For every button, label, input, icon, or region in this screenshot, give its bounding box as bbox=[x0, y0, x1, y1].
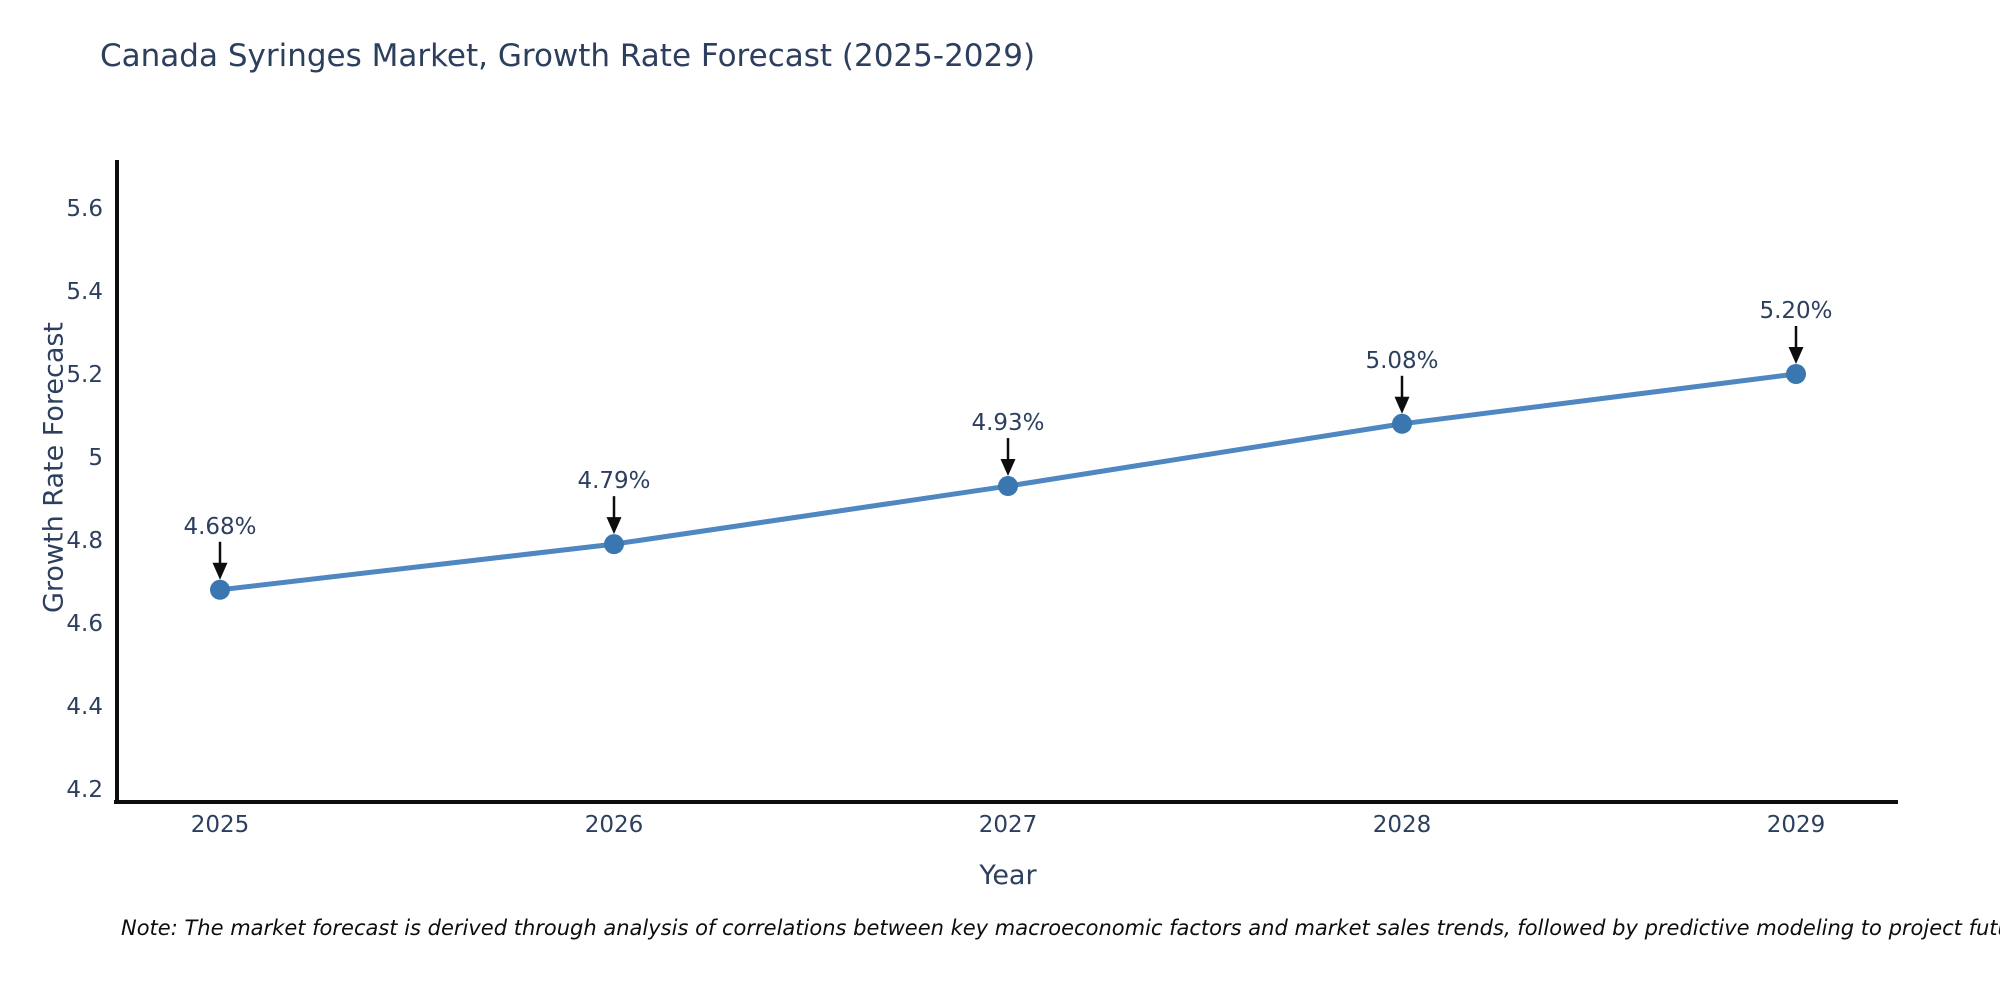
annotation-arrowhead bbox=[606, 517, 622, 535]
data-point-marker bbox=[604, 534, 624, 555]
data-point-annotation: 5.20% bbox=[1759, 298, 1832, 324]
data-point-annotation: 4.68% bbox=[183, 514, 256, 540]
annotation-arrowhead bbox=[1000, 459, 1016, 477]
x-tick-label: 2027 bbox=[979, 812, 1038, 838]
y-axis-title: Growth Rate Forecast bbox=[38, 321, 70, 614]
y-tick-label: 4.8 bbox=[66, 528, 103, 554]
y-tick-label: 4.6 bbox=[66, 611, 103, 637]
x-tick-label: 2026 bbox=[585, 812, 644, 838]
annotation-arrowhead bbox=[1394, 396, 1410, 414]
data-point-marker bbox=[1786, 364, 1806, 384]
x-tick-label: 2025 bbox=[191, 812, 250, 838]
x-tick-label: 2028 bbox=[1373, 812, 1432, 838]
data-point-marker bbox=[1392, 413, 1412, 434]
data-point-annotation: 5.08% bbox=[1365, 348, 1438, 374]
x-axis-title: Year bbox=[979, 860, 1037, 891]
y-tick-label: 5.2 bbox=[66, 362, 103, 388]
chart-title: Canada Syringes Market, Growth Rate Fore… bbox=[100, 38, 1036, 74]
x-tick-label: 2029 bbox=[1767, 812, 1826, 838]
footnote-text: Note: The market forecast is derived thr… bbox=[121, 916, 2000, 940]
data-point-marker bbox=[998, 476, 1018, 497]
y-tick-label: 4.2 bbox=[66, 777, 103, 803]
data-point-marker bbox=[210, 579, 230, 600]
annotation-arrowhead bbox=[212, 562, 228, 580]
y-tick-label: 4.4 bbox=[66, 694, 103, 720]
y-tick-label: 5 bbox=[88, 445, 103, 471]
data-point-annotation: 4.93% bbox=[971, 410, 1044, 436]
annotation-arrowhead bbox=[1788, 347, 1804, 364]
y-tick-label: 5.6 bbox=[66, 196, 103, 222]
y-tick-label: 5.4 bbox=[66, 279, 103, 305]
data-point-annotation: 4.79% bbox=[577, 468, 650, 494]
